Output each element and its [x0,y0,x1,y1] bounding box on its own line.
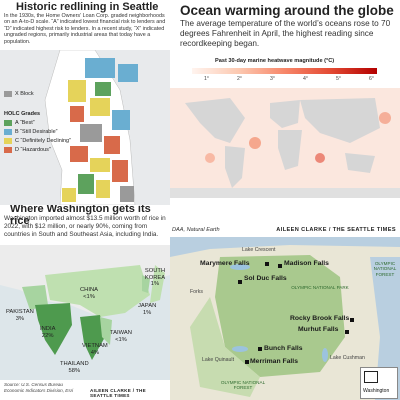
inset-locator-map: Washington [360,367,398,399]
falls-marker [350,318,354,322]
inset-highlight-box [364,371,378,383]
label-india: INDIA 22% [40,326,56,339]
legend-swatch-d [4,147,12,153]
heatwave-color-scale [192,68,377,74]
redlining-title: Historic redlining in Seattle [16,1,159,13]
falls-marymere: Marymere Falls [200,260,250,267]
legend-swatch-b [4,129,12,135]
redlining-intro: In the 1930s, the Home Owners’ Loan Corp… [4,13,166,45]
olympic-credit: AILEEN CLARKE / THE SEATTLE TIMES [276,227,396,233]
rice-credit: AILEEN CLARKE / THE SEATTLE TIMES [90,388,146,398]
falls-marker [265,262,269,266]
falls-marker [238,280,242,284]
map-source: DAA, Natural Earth [172,227,220,233]
legend-label-b: B “Still Desirable” [15,129,58,135]
place-lake-crescent: Lake Crescent [242,247,276,253]
legend-title: HOLC Grades [4,111,41,117]
park-label: OLYMPIC NATIONAL PARK [291,285,349,290]
falls-marker [258,347,262,351]
scale-tick: 1° [204,76,209,82]
rice-title: Where Washington gets its rice [10,205,151,227]
forest-label-north: OLYMPIC NATIONAL FOREST [373,261,397,277]
falls-marker [345,330,349,334]
world-heat-map [170,88,400,198]
place-lake-cushman: Lake Cushman [330,355,365,361]
ocean-title: Ocean warming around the globe [180,3,394,18]
ocean-subtitle: The average temperature of the world’s o… [180,19,391,48]
falls-marker [278,264,282,268]
falls-madison: Madison Falls [284,260,329,267]
seattle-map [0,50,170,205]
label-thailand: THAILAND 58% [60,361,89,374]
forest-label-south: OLYMPIC NATIONAL FOREST [220,380,266,391]
asia-map [0,245,170,380]
rice-panel: Where Washington gets its rice Washingto… [0,205,170,400]
legend-label-a: A “Best” [15,120,35,126]
inset-label-washington: Washington [363,388,390,394]
ocean-panel: Ocean warming around the globe The avera… [170,0,400,205]
falls-bunch: Bunch Falls [264,345,303,352]
falls-murhut: Murhut Falls [298,326,339,333]
legend-swatch-x [4,91,12,97]
falls-marker [245,360,249,364]
scale-tick: 5° [336,76,341,82]
legend-label-c: C “Definitely Declining” [15,138,71,144]
source-note: Source: U.S. Census Bureau Economic Indi… [4,382,74,393]
legend-swatch-a [4,120,12,126]
scale-tick: 4° [303,76,308,82]
place-lake-quinault: Lake Quinault [202,357,235,363]
label-south-korea: SOUTH KOREA 1% [144,268,166,288]
falls-sol-duc: Sol Duc Falls [244,275,287,282]
olympic-falls-panel: DAA, Natural Earth AILEEN CLARKE / THE S… [170,205,400,400]
falls-rocky-brook: Rocky Brook Falls [290,315,350,322]
place-forks: Forks [190,289,203,295]
scale-tick: 3° [270,76,275,82]
label-japan: JAPAN 1% [138,303,157,316]
label-taiwan: TAIWAN <1% [110,330,132,343]
falls-merriman: Merriman Falls [250,358,298,365]
rice-subtitle: Washington imported almost $13.5 million… [4,215,166,238]
scale-title: Past 30-day marine heatwave magnitude (°… [215,58,335,64]
label-vietnam: VIETNAM 4% [82,343,108,356]
legend-label-d: D “Hazardous” [15,147,51,153]
redlining-panel: Historic redlining in Seattle In the 193… [0,0,170,205]
label-pakistan: PAKISTAN 3% [6,309,34,322]
scale-tick: 2° [237,76,242,82]
scale-tick: 6° [369,76,374,82]
legend-swatch-c [4,138,12,144]
label-china: CHINA <1% [80,287,99,300]
olympic-map [170,237,400,400]
legend-label-x: X Block [15,91,34,97]
